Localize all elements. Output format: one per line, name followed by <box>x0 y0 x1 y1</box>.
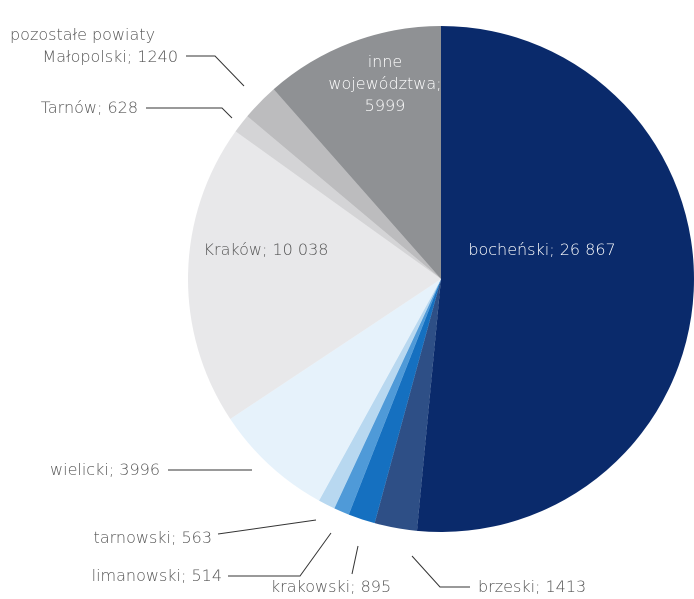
pie-slice <box>319 279 441 509</box>
slice-label: inne województwa; 5999 <box>328 52 441 115</box>
pie-slice <box>187 131 441 419</box>
leader-line <box>411 555 470 588</box>
slice-label: Kraków; 10 038 <box>204 240 329 259</box>
pie-slice <box>230 279 441 501</box>
leader-line <box>351 545 359 575</box>
pie-slice <box>348 279 441 524</box>
leader-line <box>217 519 317 535</box>
slice-label: bocheński; 26 867 <box>468 240 615 259</box>
pie-slice <box>416 26 694 532</box>
slice-label: limanowski; 514 <box>92 566 222 585</box>
slice-label: tarnowski; 563 <box>94 528 212 547</box>
slice-label: krakowski; 895 <box>271 577 391 596</box>
leader-line <box>146 107 233 119</box>
slice-label: pozostałe powiaty Małopolski; 1240 <box>10 25 178 66</box>
slice-label: Tarnów; 628 <box>41 98 138 117</box>
pie-slice <box>247 89 441 280</box>
slice-label: brzeski; 1413 <box>478 577 586 596</box>
pie-slice <box>334 279 441 515</box>
slice-label: wielicki; 3996 <box>50 460 160 479</box>
pie-slice <box>273 26 441 279</box>
pie-slice <box>374 279 441 531</box>
leader-line <box>186 55 245 87</box>
pie-slice <box>235 116 441 280</box>
leader-line <box>228 532 332 577</box>
